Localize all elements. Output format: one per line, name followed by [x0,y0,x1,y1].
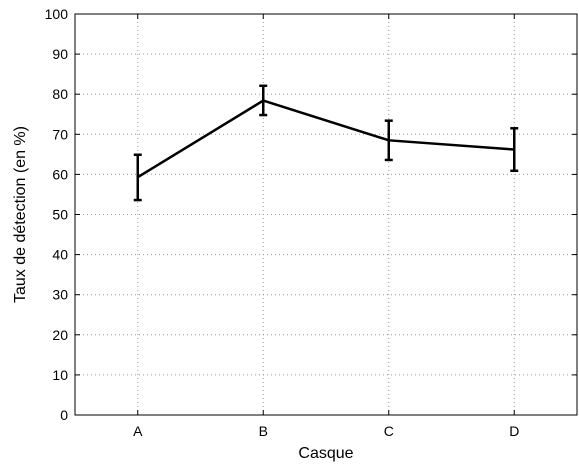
x-tick-label: B [259,423,268,439]
grid [75,14,577,415]
y-axis-label: Taux de détection (en %) [12,126,29,303]
x-tick-label: C [384,423,394,439]
y-axis-ticks: 0 10 20 30 40 50 60 70 80 90 100 [45,6,577,423]
y-tick-label: 10 [52,367,68,383]
error-bar [384,119,393,162]
y-tick-label: 90 [52,46,68,62]
y-tick-label: 40 [52,247,68,263]
y-tick-label: 100 [45,6,69,22]
y-tick-label: 60 [52,166,68,182]
y-tick-label: 20 [52,327,68,343]
error-bar [133,153,142,202]
y-tick-label: 50 [52,207,68,223]
y-tick-label: 70 [52,126,68,142]
error-bar [510,127,519,173]
x-tick-label: A [133,423,143,439]
series-line [137,99,515,179]
series-group [133,84,519,202]
y-tick-label: 30 [52,287,68,303]
y-tick-label: 0 [60,407,68,423]
plot-frame [74,13,578,416]
y-tick-label: 80 [52,86,68,102]
x-tick-label: D [509,423,519,439]
x-axis-label: Casque [298,445,353,462]
series [133,84,519,202]
x-axis-ticks: A B C D [133,14,519,439]
error-bar [259,84,268,117]
